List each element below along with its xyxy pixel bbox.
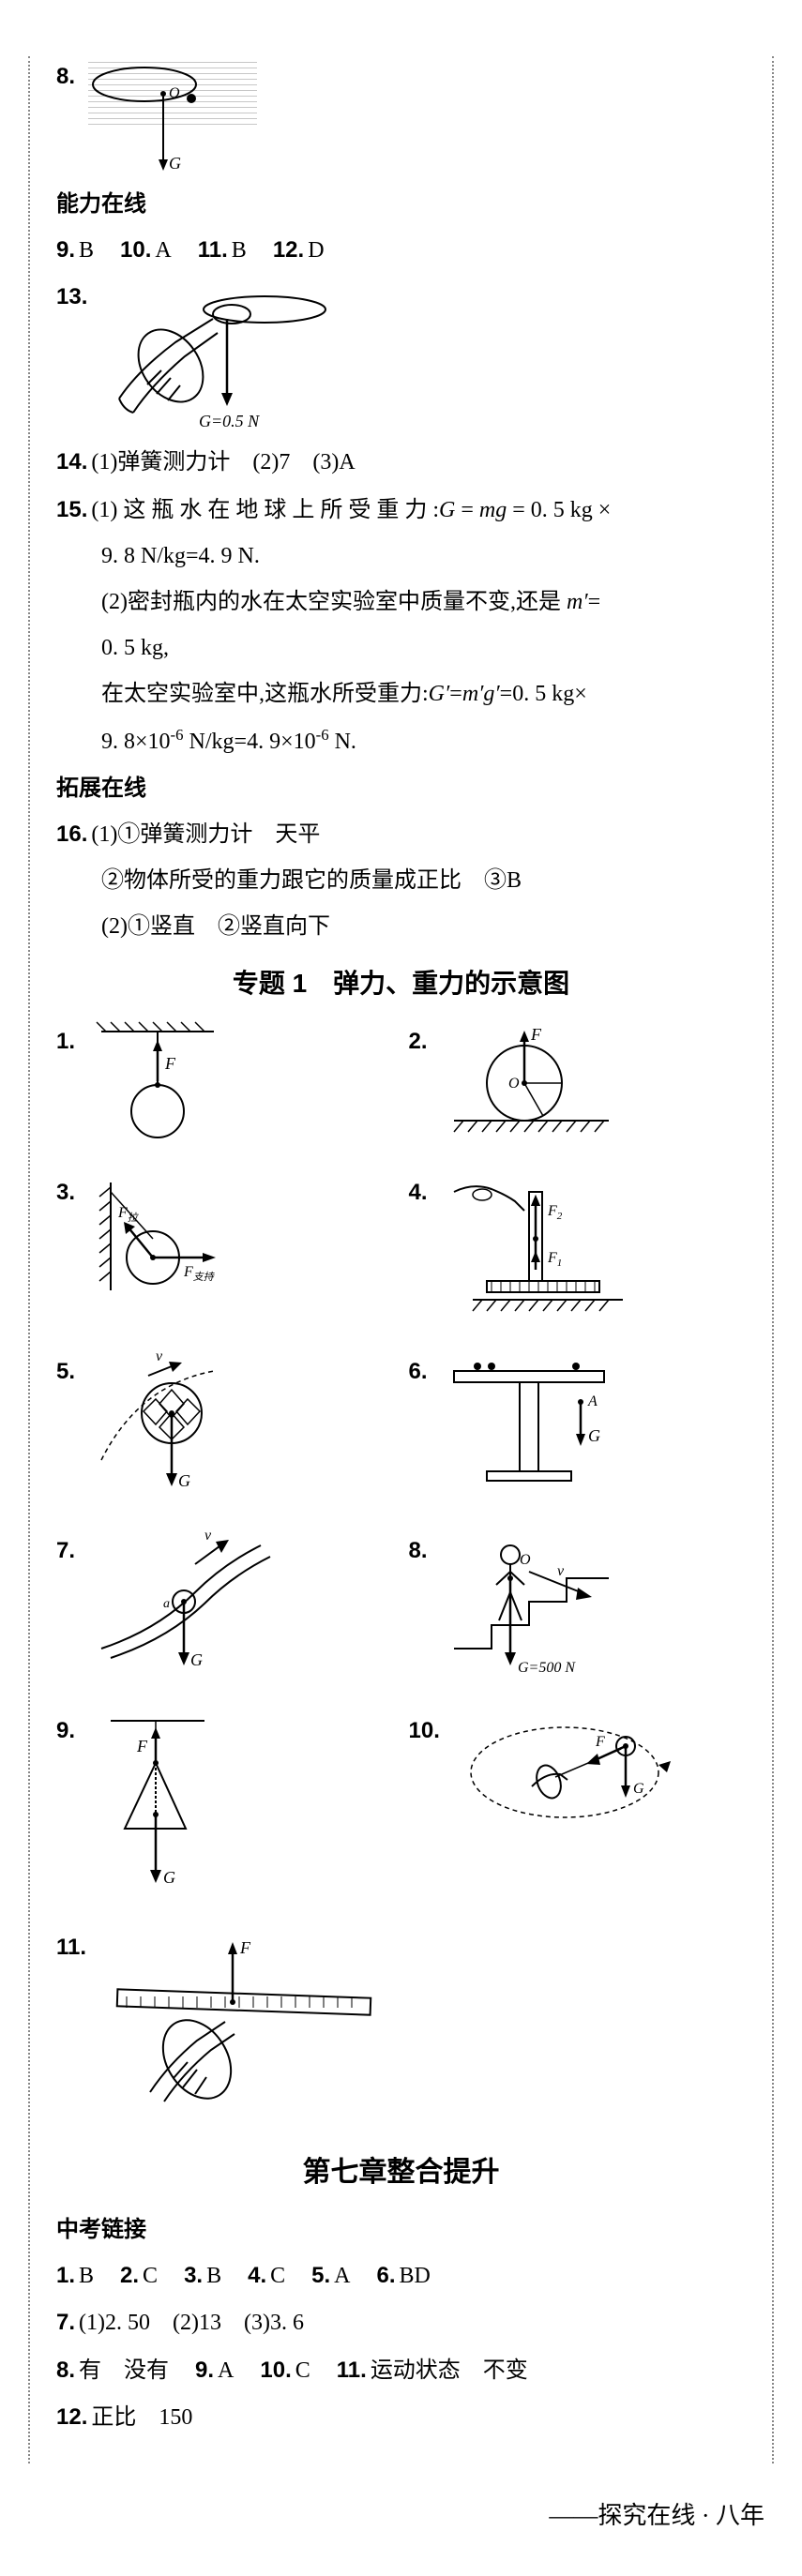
diagram-8: 8. O v G=500 N: [409, 1527, 747, 1700]
svg-text:F2: F2: [547, 1203, 563, 1222]
q8-diagram: O G: [79, 56, 266, 178]
question-14: 14.(1)弹簧测力计 (2)7 (3)A: [56, 442, 746, 483]
right-dotted-border: [772, 56, 774, 2463]
svg-text:G=0.5 N: G=0.5 N: [199, 412, 260, 430]
left-dotted-border: [28, 56, 30, 2463]
svg-text:G: G: [190, 1650, 203, 1669]
exam-answer-6: 6.BD: [376, 2255, 430, 2297]
section-ability-heading: 能力在线: [56, 184, 746, 224]
svg-text:G: G: [169, 154, 181, 173]
q15-line1: (1) 这 瓶 水 在 地 球 上 所 受 重 力 :G = mg = 0. 5…: [91, 498, 611, 522]
svg-text:F: F: [530, 1025, 542, 1044]
svg-text:G=500 N: G=500 N: [518, 1660, 576, 1676]
answer-9: 9.B: [56, 230, 94, 271]
diagram-7: 7. v a G: [56, 1527, 394, 1700]
ability-answers-row: 9.B 10.A 11.B 12.D: [56, 230, 746, 271]
section-exam-heading: 中考链接: [56, 2209, 746, 2250]
exam-answers-row-3: 8.有 没有 9.A 10.C 11.运动状态 不变: [56, 2350, 746, 2391]
svg-text:v: v: [156, 1348, 163, 1364]
page-content: 8. O G 能力在线 9.B 10.A 11.B 12.D 13.: [38, 56, 764, 2438]
diagram-grid: 1. F 2. O F: [56, 1017, 746, 2125]
q15-line3: (2)密封瓶内的水在太空实验室中质量不变,还是 m′=: [56, 582, 746, 623]
svg-text:F支持: F支持: [183, 1264, 215, 1283]
svg-text:F: F: [595, 1734, 605, 1750]
exam-answer-8: 8.有 没有: [56, 2350, 169, 2391]
answer-12: 12.D: [273, 230, 325, 271]
exam-answer-5: 5.A: [311, 2255, 350, 2297]
svg-text:O: O: [520, 1552, 531, 1568]
q15-line5: 在太空实验室中,这瓶水所受重力:G′=m′g′=0. 5 kg×: [56, 674, 746, 715]
svg-text:v: v: [557, 1563, 565, 1579]
q15-line2: 9. 8 N/kg=4. 9 N.: [56, 536, 746, 577]
exam-answer-10: 10.C: [260, 2350, 310, 2391]
q15-line4: 0. 5 kg,: [56, 628, 746, 669]
exam-question-12: 12.正比 150: [56, 2397, 746, 2438]
svg-text:F: F: [239, 1938, 251, 1957]
question-16: 16.(1)①弹簧测力计 天平: [56, 814, 746, 855]
svg-text:F: F: [136, 1737, 148, 1755]
exam-answer-1: 1.B: [56, 2255, 94, 2297]
page-footer: ——探究在线 · 八年: [38, 2494, 764, 2538]
q13-number: 13.: [56, 277, 87, 317]
section-expand-heading: 拓展在线: [56, 768, 746, 808]
diagram-6: 6. A G: [409, 1348, 747, 1521]
svg-text:F: F: [164, 1054, 176, 1073]
diagram-3: 3. F拉 F支持: [56, 1168, 394, 1342]
question-15: 15.(1) 这 瓶 水 在 地 球 上 所 受 重 力 :G = mg = 0…: [56, 490, 746, 531]
diagram-9: 9. F G: [56, 1707, 394, 1918]
svg-text:F1: F1: [547, 1250, 562, 1269]
question-13: 13. G=0.5 N: [56, 277, 746, 436]
exam-answers-row-1: 1.B 2.C 3.B 4.C 5.A 6.BD: [56, 2255, 746, 2297]
diagram-4: 4. F2 F1: [409, 1168, 747, 1342]
svg-text:G: G: [588, 1426, 600, 1445]
exam-answer-4: 4.C: [248, 2255, 285, 2297]
exam-answer-2: 2.C: [120, 2255, 158, 2297]
diagram-5: 5. v G: [56, 1348, 394, 1521]
svg-text:G: G: [163, 1868, 175, 1887]
q8-number: 8.: [56, 56, 75, 97]
chapter-7-title: 第七章整合提升: [56, 2147, 746, 2198]
diagram-2: 2. O F: [409, 1017, 747, 1163]
q15-line6: 9. 8×10-6 N/kg=4. 9×10-6 N.: [56, 721, 746, 762]
exam-answer-3: 3.B: [184, 2255, 221, 2297]
diagram-11: 11. F: [56, 1923, 746, 2125]
svg-text:O: O: [508, 1076, 520, 1092]
exam-answer-9: 9.A: [195, 2350, 234, 2391]
diagram-10: 10. F G: [409, 1707, 747, 1918]
svg-text:G: G: [178, 1471, 190, 1490]
exam-answer-11: 11.运动状态 不变: [337, 2350, 528, 2391]
answer-10: 10.A: [120, 230, 172, 271]
svg-text:a: a: [163, 1597, 170, 1611]
svg-text:O: O: [169, 85, 180, 101]
q16-line2: ②物体所受的重力跟它的质量成正比 ③B: [56, 861, 746, 901]
diagram-1: 1. F: [56, 1017, 394, 1163]
exam-question-7: 7.(1)2. 50 (2)13 (3)3. 6: [56, 2302, 746, 2343]
svg-text:G: G: [633, 1781, 644, 1797]
svg-text:F拉: F拉: [117, 1205, 140, 1224]
svg-text:v: v: [204, 1528, 212, 1544]
topic-1-title: 专题 1 弹力、重力的示意图: [56, 960, 746, 1007]
q13-diagram: G=0.5 N: [91, 277, 335, 436]
question-8: 8. O G: [56, 56, 746, 178]
answer-11: 11.B: [198, 230, 247, 271]
q16-line3: (2)①竖直 ②竖直向下: [56, 907, 746, 947]
svg-text:A: A: [587, 1393, 598, 1409]
